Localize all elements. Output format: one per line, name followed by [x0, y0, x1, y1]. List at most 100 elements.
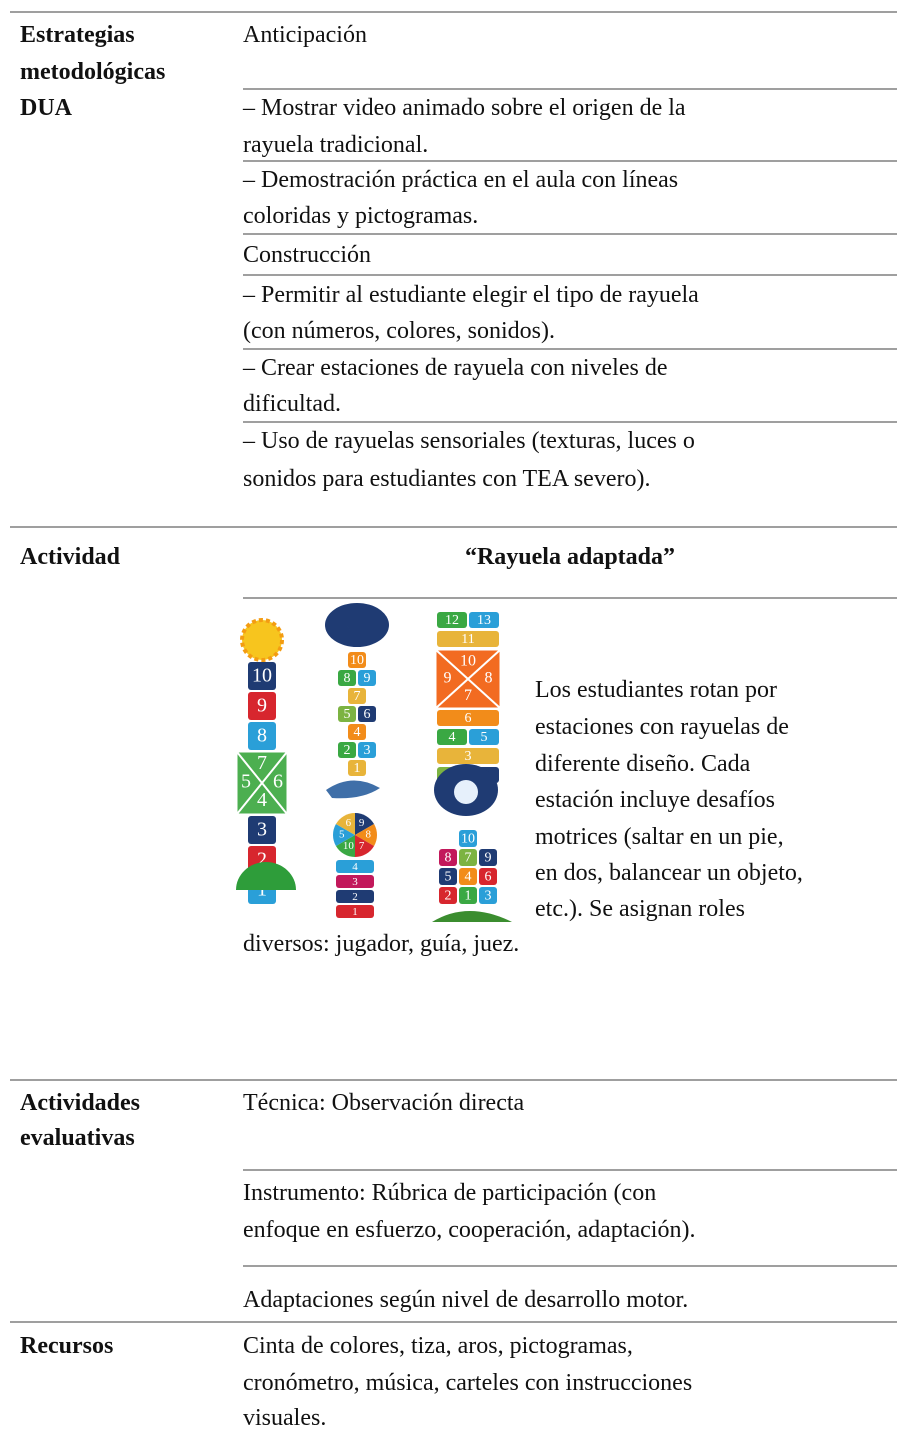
cell-text: – Demostración práctica en el aula con l…: [243, 167, 679, 193]
hopscotch-number: 9: [485, 851, 492, 866]
hopscotch-number: 5: [241, 771, 251, 793]
hopscotch-number: 7: [464, 687, 472, 704]
hopscotch-number: 2: [445, 889, 452, 904]
hopscotch-cell: [358, 742, 376, 758]
hopscotch-cell: [336, 905, 374, 918]
hopscotch-cell: [338, 670, 356, 686]
hopscotch-number: 1: [352, 906, 358, 918]
hopscotch-number: 6: [364, 707, 371, 722]
hopscotch-cell: [348, 688, 366, 704]
hopscotch-cell: [459, 887, 477, 904]
wheel-slice: [355, 835, 375, 857]
cell-text: enfoque en esfuerzo, cooperación, adapta…: [243, 1217, 696, 1243]
cell-text: – Permitir al estudiante elegir el tipo …: [243, 282, 699, 308]
row-label: Estrategias: [20, 22, 135, 48]
hopscotch-number: 10: [461, 832, 475, 847]
hopscotch-number: 4: [257, 789, 267, 811]
wheel-slice: [355, 813, 375, 835]
hopscotch-number: 5: [344, 707, 351, 722]
hopscotch-number: 7: [465, 851, 472, 866]
hopscotch-cell: [437, 729, 467, 745]
hopscotch-cell: [338, 742, 356, 758]
hopscotch-number: 1: [354, 761, 361, 776]
activity-text: Los estudiantes rotan por: [535, 677, 777, 703]
hopscotch-number: 5: [481, 730, 488, 745]
cell-text: Técnica: Observación directa: [243, 1090, 525, 1116]
hopscotch-number: 2: [352, 891, 358, 903]
activity-text: en dos, balancear un objeto,: [535, 860, 803, 886]
cell-text: Instrumento: Rúbrica de participación (c…: [243, 1180, 657, 1206]
cell-text: coloridas y pictogramas.: [243, 203, 479, 229]
row-label: metodológicas: [20, 59, 166, 85]
hopscotch-number: 12: [445, 613, 459, 628]
hopscotch-cell: [439, 849, 457, 866]
night-cloud: [325, 603, 389, 647]
hopscotch-number: 10: [460, 652, 476, 669]
wheel-slice: [355, 824, 378, 846]
hopscotch-number: 9: [359, 817, 365, 829]
cell-text: Cinta de colores, tiza, aros, pictograma…: [243, 1333, 633, 1359]
hopscotch-number: 9: [444, 670, 452, 687]
hopscotch-cell: [348, 760, 366, 776]
hopscotch-number: 9: [257, 695, 267, 717]
hopscotch-cell: [336, 890, 374, 903]
hopscotch-cell: [437, 631, 499, 647]
hopscotch-number: 8: [484, 670, 492, 687]
activity-text: diferente diseño. Cada: [535, 751, 751, 777]
hopscotch-number: 11: [461, 632, 474, 647]
hopscotch-cross: [236, 751, 288, 815]
hopscotch-number: 4: [449, 730, 456, 745]
row-label: Recursos: [20, 1333, 114, 1359]
hopscotch-cell: [348, 652, 366, 668]
cell-text: rayuela tradicional.: [243, 132, 429, 158]
hopscotch-number: 5: [445, 870, 452, 885]
hopscotch-number: 2: [344, 743, 351, 758]
hopscotch-cell: [479, 868, 497, 885]
hopscotch-number: 13: [477, 613, 491, 628]
hopscotch-cell: [348, 724, 366, 740]
hopscotch-cell: [437, 748, 499, 764]
hopscotch-cell: [479, 849, 497, 866]
hopscotch-cell: [248, 722, 276, 750]
cell-text: Anticipación: [243, 22, 367, 48]
row-label: Actividad: [20, 544, 121, 570]
cell-text: (con números, colores, sonidos).: [243, 318, 555, 344]
cell-text: – Mostrar video animado sobre el origen …: [243, 95, 686, 121]
hopscotch-cell: [248, 816, 276, 844]
hopscotch-cross: [435, 649, 501, 709]
activity-text: motrices (saltar en un pie,: [535, 824, 784, 850]
activity-text: estación incluye desafíos: [535, 787, 775, 813]
cell-text: cronómetro, música, carteles con instruc…: [243, 1370, 693, 1396]
cell-text: visuales.: [243, 1405, 327, 1431]
hopscotch-cell: [469, 612, 499, 628]
hopscotch-cell: [358, 706, 376, 722]
hopscotch-cell: [336, 860, 374, 873]
hopscotch-number: 4: [465, 870, 472, 885]
hopscotch-number: 4: [354, 725, 361, 740]
row-label: DUA: [20, 95, 72, 121]
hopscotch-number: 6: [485, 870, 492, 885]
activity-heading: “Rayuela adaptada”: [464, 544, 676, 570]
hopscotch-number: 8: [445, 851, 452, 866]
grass: [432, 911, 512, 922]
hopscotch-number: 10: [343, 840, 355, 852]
hopscotch-number: 7: [354, 689, 361, 704]
hopscotch-number: 6: [465, 711, 472, 726]
hill: [236, 862, 296, 890]
hopscotch-cell: [459, 868, 477, 885]
hopscotch-number: 6: [273, 771, 283, 793]
wheel-slice: [333, 824, 355, 846]
hopscotch-number: 2: [257, 849, 267, 871]
hopscotch-number: 10: [252, 665, 272, 687]
hopscotch-cell: [336, 875, 374, 888]
hopscotch-cell: [248, 692, 276, 720]
cell-text: Construcción: [243, 242, 371, 268]
wheel-slice: [335, 835, 355, 857]
activity-text: estaciones con rayuelas de: [535, 714, 789, 740]
hopscotch-number: 8: [365, 829, 371, 841]
hopscotch-cell: [437, 710, 499, 726]
row-label: Actividades: [20, 1090, 140, 1116]
hopscotch-number: 7: [359, 840, 365, 852]
